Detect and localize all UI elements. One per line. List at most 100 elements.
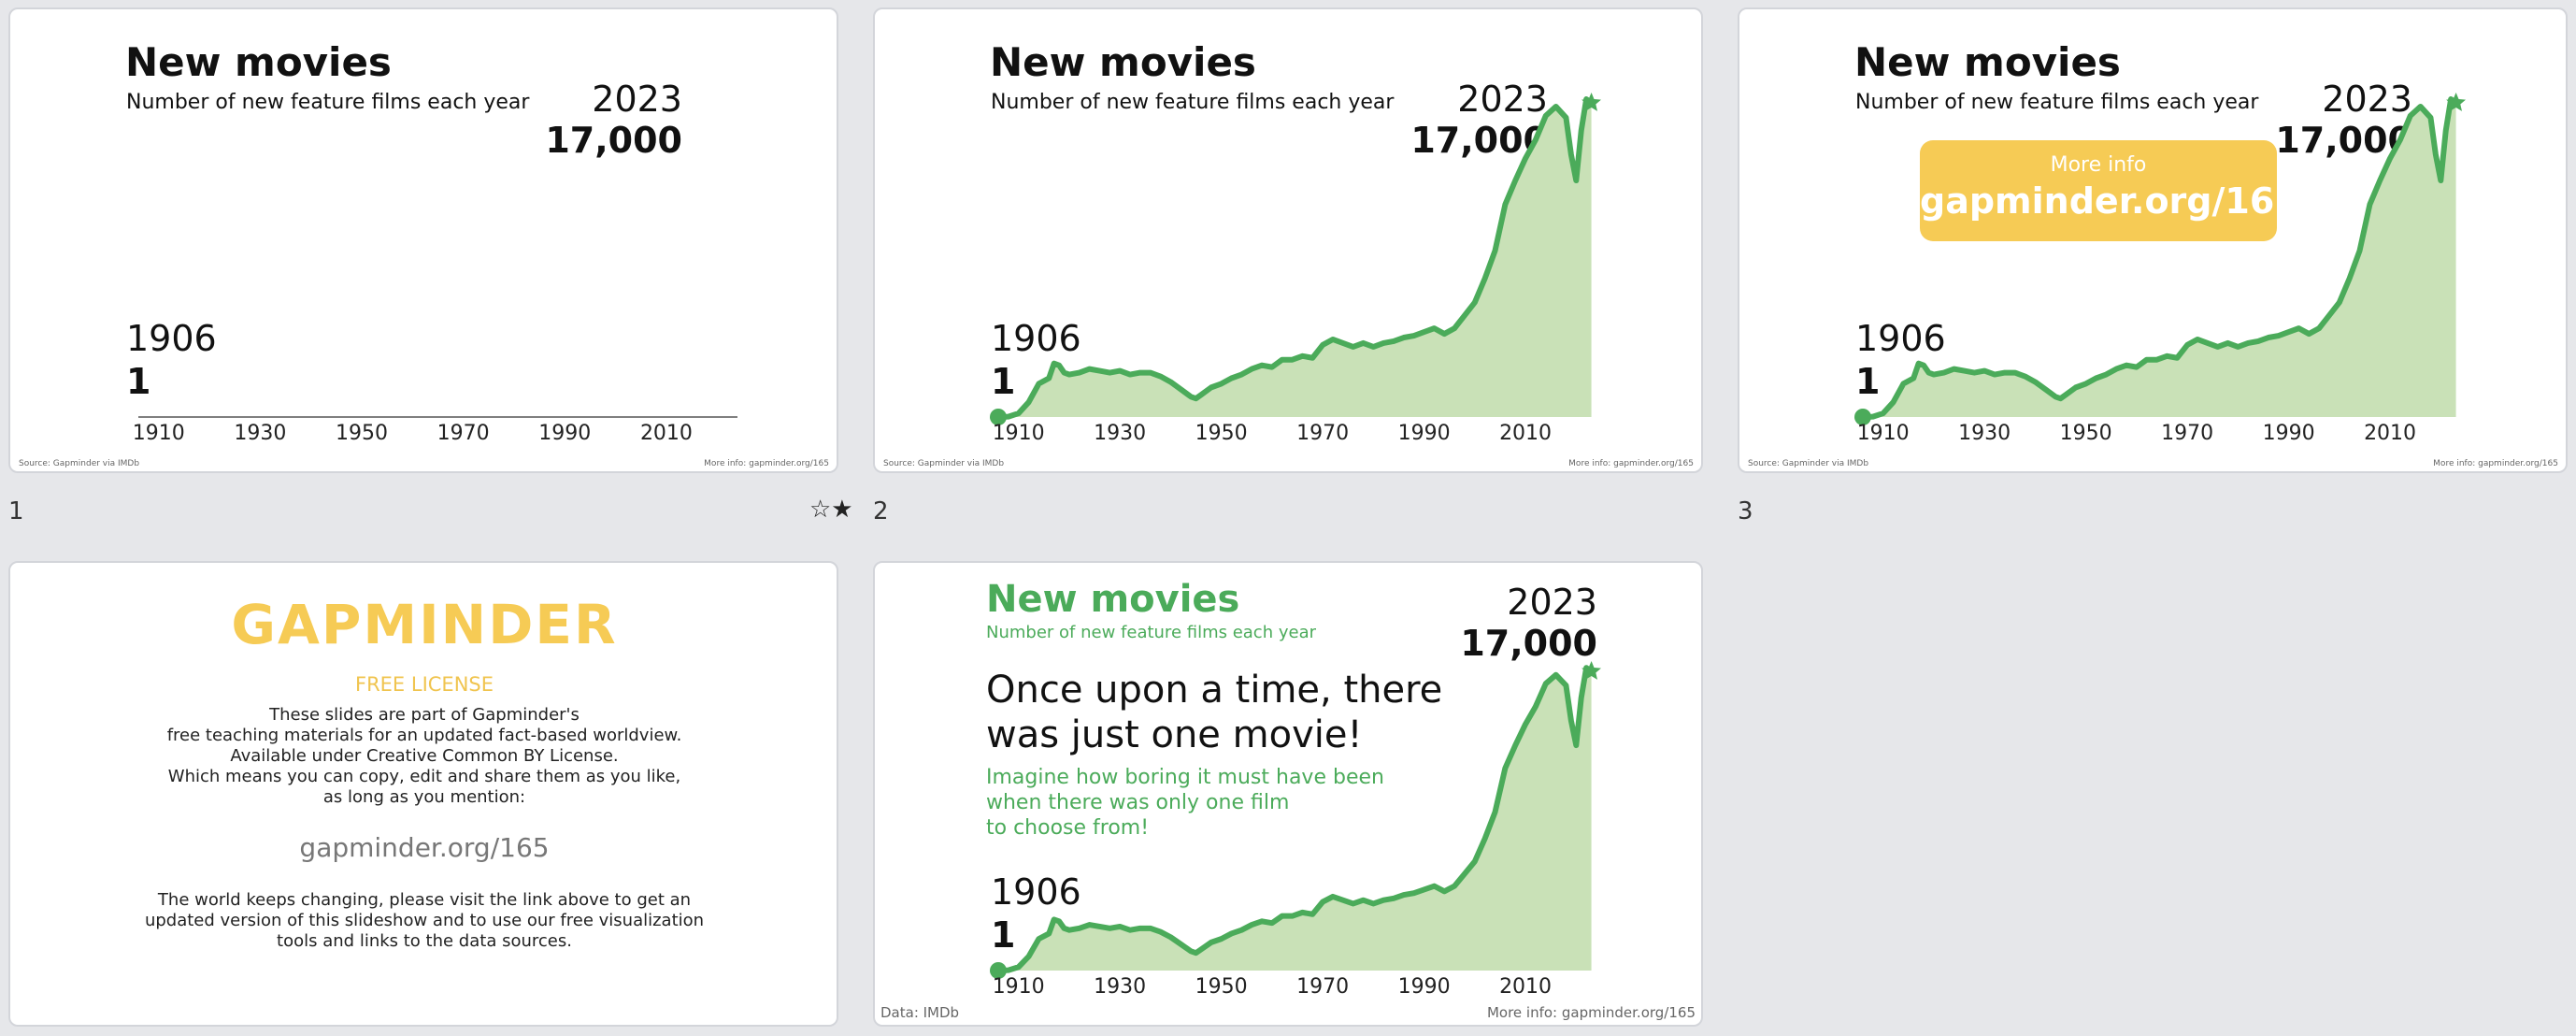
x-tick-label: 1950 [1195,975,1248,999]
license-text: These slides are part of Gapminder's fre… [10,705,837,808]
slide-thumbnail-4[interactable]: GAPMINDER FREE LICENSE These slides are … [8,561,838,1027]
slide-thumbnail-2[interactable]: New movies Number of new feature films e… [873,7,1703,473]
x-tick-label: 1990 [538,422,591,445]
license-line: Which means you can copy, edit and share… [167,767,681,786]
license-line: Available under Creative Common BY Licen… [230,746,619,766]
x-tick-label: 1990 [1398,422,1451,445]
x-tick-label: 1930 [234,422,286,445]
chart-svg: 1910 1930 1950 1970 1990 2010 [990,661,1601,999]
series-area [998,668,1592,971]
story-sub-line: when there was only one film [986,791,1290,814]
x-tick-label: 1950 [336,422,388,445]
license-heading: FREE LICENSE [354,673,494,696]
story-sub-line: Imagine how boring it must have been [986,766,1384,789]
start-year-label: 1906 [991,318,1081,359]
end-year-label: 2023 [1457,79,1548,120]
slide-thumbnail-5[interactable]: New movies Number of new feature films e… [873,561,1703,1027]
start-year-label: 1906 [991,871,1081,913]
x-tick-label: 2010 [1499,422,1552,445]
slide-number-3: 3 [1738,497,1753,525]
start-point [990,408,1007,425]
series-area [1863,99,2456,417]
slide-subtitle: Number of new feature films each year [126,91,530,114]
start-value-label: 1 [1855,361,1881,402]
slide-subtitle: Number of new feature films each year [991,91,1395,114]
more-info-note: More info: gapminder.org/165 [704,459,829,468]
source-note: Source: Gapminder via IMDb [883,459,1005,468]
slide-title: New movies [990,39,1256,85]
source-note: Source: Gapminder via IMDb [1748,459,1869,468]
slide-subtitle: Number of new feature films each year [1855,91,2259,114]
end-point [2446,93,2466,111]
slide-subtitle: Number of new feature films each year [986,623,1316,642]
more-info-box[interactable]: More info gapminder.org/165 [1920,140,2299,241]
x-tick-label: 2010 [1499,975,1552,999]
slide-title: New movies [986,578,1240,621]
license-line: as long as you mention: [322,787,526,807]
x-tick-label: 1970 [2161,422,2213,445]
story-line: Once upon a time, there [986,669,1443,712]
slide-thumbnail-1[interactable]: New movies Number of new feature films e… [8,7,838,473]
x-tick-label: 1930 [1958,422,2011,445]
x-tick-label: 2010 [2364,422,2416,445]
end-year-label: 2023 [592,79,682,120]
chart-svg: 1910 1930 1950 1970 1990 2010 [133,416,737,445]
start-value-label: 1 [991,914,1016,956]
x-tick-label: 1970 [1296,975,1349,999]
license-footer-line: updated version of this slideshow and to… [144,911,705,930]
x-tick-label: 1930 [1094,422,1146,445]
x-tick-label: 2010 [640,422,693,445]
slide-number-1: 1 [8,497,24,525]
story-sub-line: to choose from! [986,816,1150,840]
x-tick-label: 1990 [1398,975,1451,999]
slide-title: New movies [1854,39,2121,85]
end-point [1581,661,1601,680]
x-tick-label: 1910 [993,422,1045,445]
start-point [990,961,1007,979]
slide-title: New movies [125,39,392,85]
start-point [1854,408,1871,425]
chart-svg: 1910 1930 1950 1970 1990 2010 [1854,93,2466,445]
gapminder-logo: GAPMINDER [231,593,618,656]
x-tick-label: 1950 [1195,422,1248,445]
start-value-label: 1 [126,361,151,402]
more-info-note: More info: gapminder.org/165 [1568,459,1694,468]
license-footer-line: The world keeps changing, please visit t… [157,890,692,910]
license-footer-line: tools and links to the data sources. [277,931,572,951]
chart-svg: 1910 1930 1950 1970 1990 2010 [990,93,1601,445]
x-tick-label: 1970 [1296,422,1349,445]
more-info-url: gapminder.org/165 [1920,180,2299,222]
series-area [998,99,1592,417]
license-line: free teaching materials for an updated f… [166,726,682,745]
x-tick-label: 1930 [1094,975,1146,999]
x-tick-label: 1950 [2060,422,2112,445]
source-note: Source: Gapminder via IMDb [19,459,140,468]
start-year-label: 1906 [126,318,217,359]
start-value-label: 1 [991,361,1016,402]
x-tick-label: 1910 [133,422,185,445]
series-line [1862,96,2458,420]
end-point [1581,93,1601,111]
x-tick-label: 1910 [993,975,1045,999]
license-line: These slides are part of Gapminder's [269,705,580,725]
end-year-label: 2023 [1507,582,1597,623]
x-tick-label: 1910 [1857,422,1910,445]
story-heading: Once upon a time, there was just one mov… [986,668,1442,757]
data-source-note: Data: IMDb [880,1004,960,1021]
story-line: was just one movie! [986,713,1363,756]
start-year-label: 1906 [1855,318,1946,359]
story-subtext: Imagine how boring it must have been whe… [986,765,1384,841]
slide-thumbnail-3[interactable]: New movies Number of new feature films e… [1738,7,2568,473]
slide-number-2: 2 [873,497,889,525]
license-link[interactable]: gapminder.org/165 [299,832,550,863]
more-info-note: More info: gapminder.org/165 [2433,459,2558,468]
series-line [997,665,1594,973]
x-tick-label: 1970 [437,422,490,445]
more-info-label: More info [2050,153,2147,177]
star-icon[interactable]: ☆★ [809,496,853,524]
end-value-label: 17,000 [545,120,682,161]
end-value-label: 17,000 [1460,623,1597,664]
end-year-label: 2023 [2322,79,2412,120]
license-footer-text: The world keeps changing, please visit t… [10,890,837,952]
more-info-note: More info: gapminder.org/165 [1486,1004,1696,1021]
